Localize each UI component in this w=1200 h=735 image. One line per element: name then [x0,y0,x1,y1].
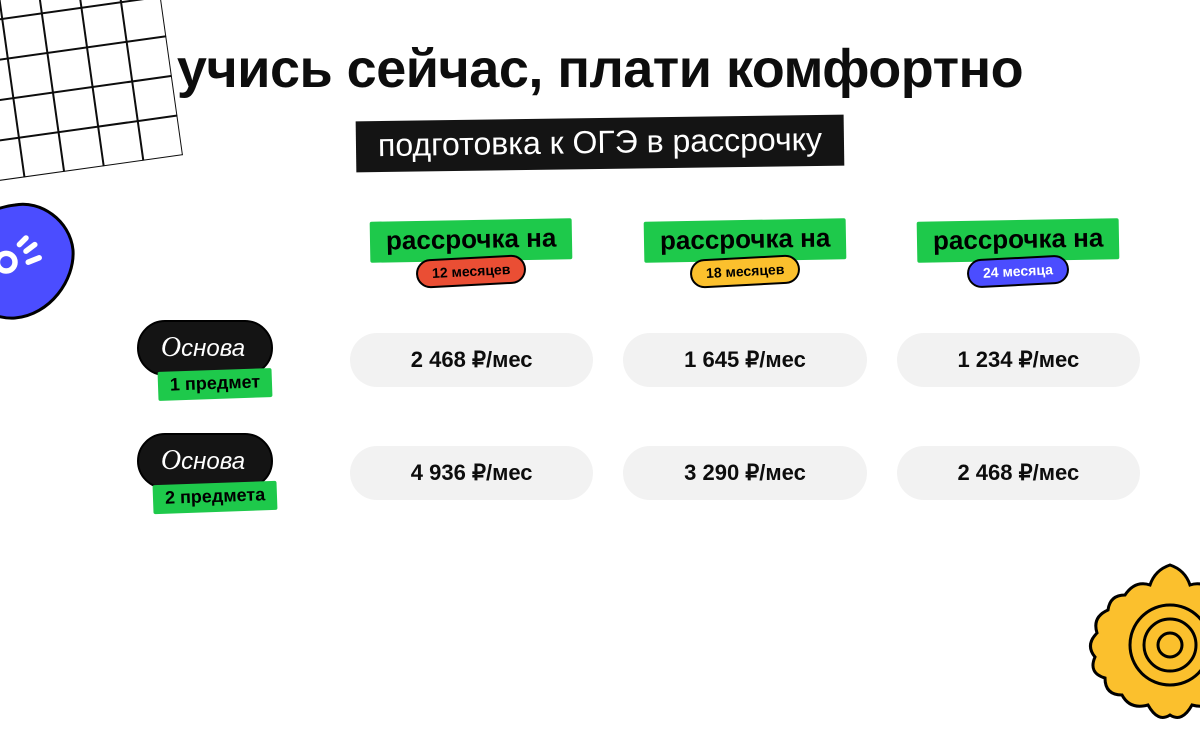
plan-name-pill: Основа [137,320,273,376]
price-cell: 1 645 ₽/мес [623,333,866,387]
subtitle-ribbon: подготовка к ОГЭ в рассрочку [356,115,845,173]
row-label-1-subject: Основа 1 предмет [90,320,320,399]
price-cell: 1 234 ₽/мес [897,333,1140,387]
price-cell: 2 468 ₽/мес [897,446,1140,500]
column-header-18mo: рассрочка на 18 месяцев [623,220,866,286]
column-duration-pill: 12 месяцев [416,254,528,289]
column-duration-pill: 24 месяца [967,254,1070,288]
plan-subject-count: 2 предмета [152,481,277,514]
price-cell: 3 290 ₽/мес [623,446,866,500]
page-title: учись сейчас, плати комфортно [0,38,1200,100]
column-duration-pill: 18 месяцев [689,254,801,289]
row-label-2-subjects: Основа 2 предмета [90,433,320,512]
plan-name-pill: Основа [137,433,273,489]
pricing-table: рассрочка на 12 месяцев рассрочка на 18 … [90,220,1140,512]
decorative-blob-purple [0,200,75,320]
column-header-12mo: рассрочка на 12 месяцев [350,220,593,286]
price-cell: 4 936 ₽/мес [350,446,593,500]
price-cell: 2 468 ₽/мес [350,333,593,387]
decorative-blob-yellow [1085,560,1200,730]
plan-subject-count: 1 предмет [157,368,272,401]
subtitle-text: подготовка к ОГЭ в рассрочку [356,115,845,173]
column-header-24mo: рассрочка на 24 месяца [897,220,1140,286]
